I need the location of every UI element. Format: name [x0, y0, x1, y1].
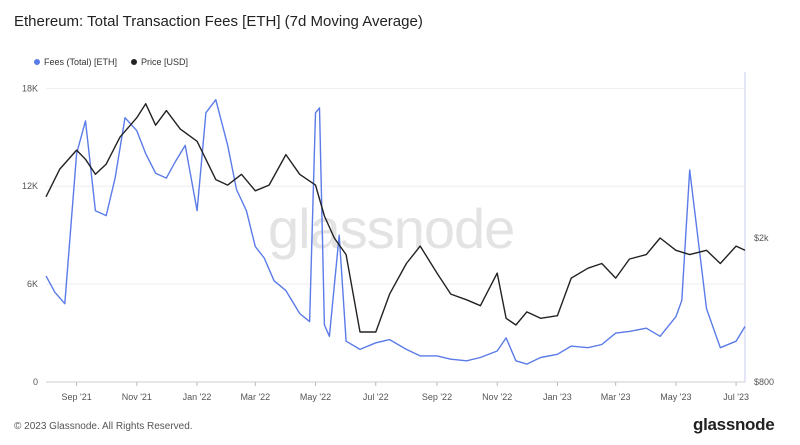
x-tick-label-1: Nov '21	[122, 392, 152, 402]
x-tick-label-2: Jan '22	[183, 392, 212, 402]
right-tick-label-0: $800	[754, 377, 774, 387]
y-tick-label-1: 6K	[27, 279, 38, 289]
series-line-price	[45, 102, 746, 333]
chart-title: Ethereum: Total Transaction Fees [ETH] (…	[14, 13, 423, 30]
x-tick-label-5: Jul '22	[363, 392, 389, 402]
series-line-fees	[45, 98, 746, 365]
chart-legend: Fees (Total) [ETH] Price [USD]	[34, 57, 188, 67]
x-tick-label-7: Nov '22	[482, 392, 512, 402]
y-tick-label-2: 12K	[22, 181, 38, 191]
legend-item-fees[interactable]: Fees (Total) [ETH]	[34, 57, 117, 67]
x-tick-label-4: May '22	[300, 392, 331, 402]
legend-fees-dot-icon	[34, 59, 40, 65]
copyright-footer: © 2023 Glassnode. All Rights Reserved.	[14, 421, 193, 432]
legend-item-price[interactable]: Price [USD]	[131, 57, 188, 67]
legend-price-dot-icon	[131, 59, 138, 65]
right-tick-label-1: $2k	[754, 233, 769, 243]
legend-price-label: Price [USD]	[141, 57, 189, 67]
y-tick-label-3: 18K	[22, 83, 38, 93]
watermark: glassnode	[268, 197, 515, 260]
y-tick-label-0: 0	[33, 377, 38, 387]
x-tick-label-11: Jul '23	[723, 392, 749, 402]
x-tick-label-0: Sep '21	[61, 392, 91, 402]
x-tick-label-10: May '23	[660, 392, 691, 402]
x-tick-label-8: Jan '23	[543, 392, 572, 402]
brand-logo: glassnode	[693, 415, 775, 434]
x-tick-label-6: Sep '22	[422, 392, 452, 402]
x-tick-label-9: Mar '23	[601, 392, 631, 402]
legend-fees-label: Fees (Total) [ETH]	[44, 57, 118, 67]
x-tick-label-3: Mar '22	[240, 392, 270, 402]
